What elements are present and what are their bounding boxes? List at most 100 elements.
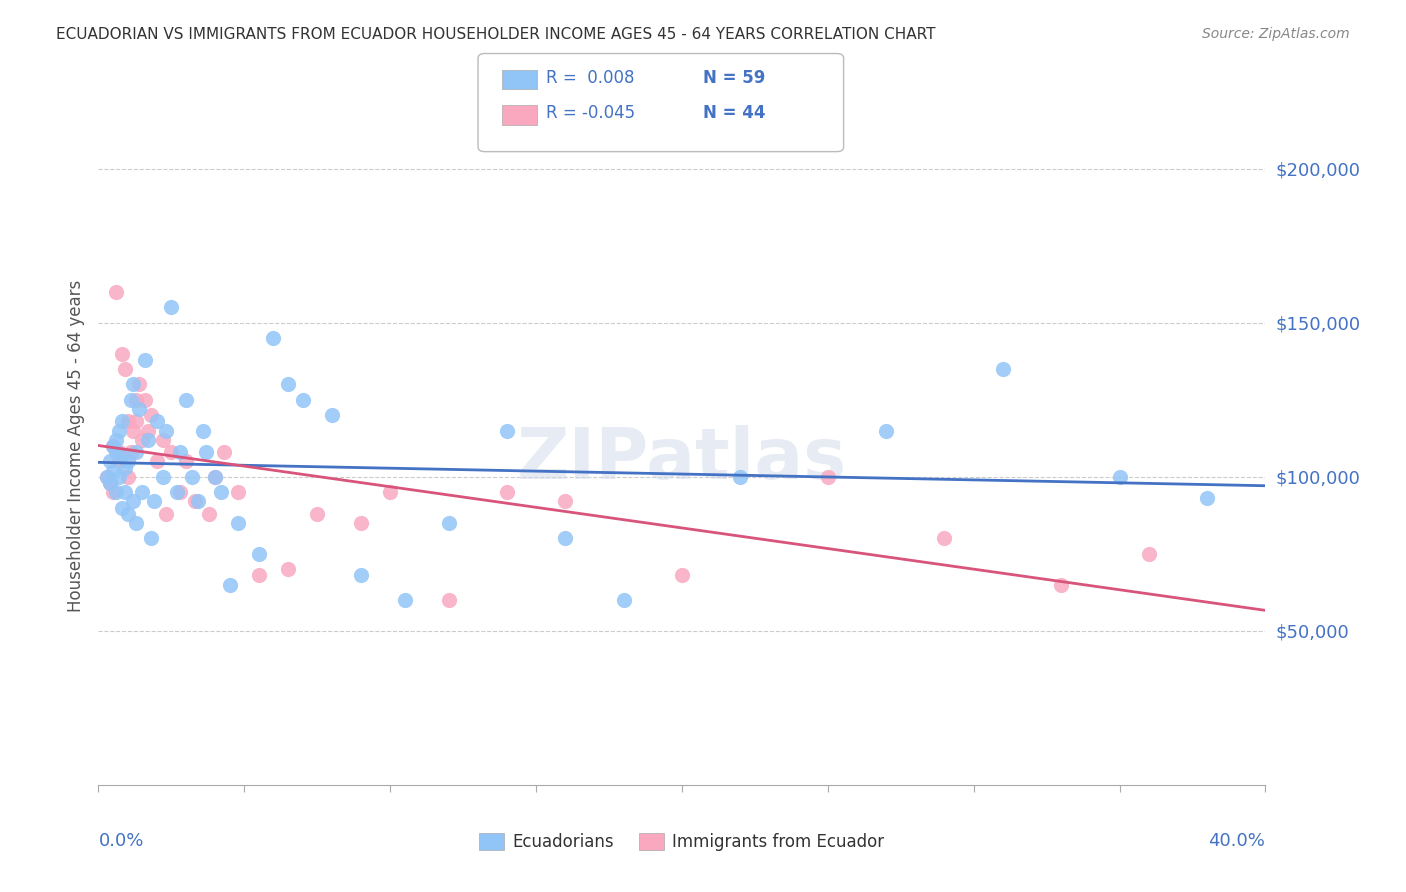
Ecuadorians xyxy=(350,568,373,582)
Text: R =  0.008: R = 0.008 xyxy=(546,69,634,87)
Immigrants from Ecuador xyxy=(131,433,153,447)
Ecuadorians xyxy=(139,532,162,546)
Ecuadorians xyxy=(247,547,270,561)
Ecuadorians xyxy=(104,433,127,447)
Immigrants from Ecuador xyxy=(125,392,148,407)
Ecuadorians xyxy=(142,494,165,508)
Ecuadorians xyxy=(128,402,150,417)
Ecuadorians xyxy=(104,445,127,459)
Ecuadorians xyxy=(111,448,134,462)
Immigrants from Ecuador xyxy=(183,494,205,508)
Immigrants from Ecuador xyxy=(554,494,576,508)
Text: 40.0%: 40.0% xyxy=(1209,832,1265,850)
Ecuadorians xyxy=(114,485,136,500)
Ecuadorians xyxy=(195,445,218,459)
Immigrants from Ecuador xyxy=(307,507,329,521)
Text: ZIPatlas: ZIPatlas xyxy=(517,425,846,494)
Ecuadorians xyxy=(166,485,188,500)
Immigrants from Ecuador xyxy=(98,475,121,490)
Ecuadorians xyxy=(108,470,131,484)
Ecuadorians xyxy=(134,352,156,367)
Ecuadorians xyxy=(160,301,183,315)
Immigrants from Ecuador xyxy=(139,408,162,422)
Immigrants from Ecuador xyxy=(437,593,460,607)
Immigrants from Ecuador xyxy=(101,485,124,500)
Immigrants from Ecuador xyxy=(277,562,299,576)
Immigrants from Ecuador xyxy=(350,516,373,530)
Immigrants from Ecuador xyxy=(496,485,519,500)
Ecuadorians xyxy=(321,408,343,422)
Ecuadorians xyxy=(98,475,121,490)
Text: 0.0%: 0.0% xyxy=(98,832,143,850)
Immigrants from Ecuador xyxy=(174,454,197,468)
Immigrants from Ecuador xyxy=(114,362,136,376)
Ecuadorians xyxy=(152,470,174,484)
Text: Source: ZipAtlas.com: Source: ZipAtlas.com xyxy=(1202,27,1350,41)
Text: R = -0.045: R = -0.045 xyxy=(546,104,634,122)
Immigrants from Ecuador xyxy=(96,470,118,484)
Immigrants from Ecuador xyxy=(1050,577,1073,591)
Immigrants from Ecuador xyxy=(108,445,131,459)
Immigrants from Ecuador xyxy=(160,445,183,459)
Ecuadorians xyxy=(101,439,124,453)
Ecuadorians xyxy=(117,454,139,468)
Immigrants from Ecuador xyxy=(120,445,142,459)
Ecuadorians xyxy=(193,424,215,438)
Ecuadorians xyxy=(155,424,177,438)
Ecuadorians xyxy=(394,593,416,607)
Immigrants from Ecuador xyxy=(380,485,402,500)
Immigrants from Ecuador xyxy=(122,424,145,438)
Ecuadorians xyxy=(108,424,131,438)
Immigrants from Ecuador xyxy=(108,454,131,468)
Ecuadorians xyxy=(169,445,191,459)
Ecuadorians xyxy=(125,516,148,530)
Immigrants from Ecuador xyxy=(671,568,693,582)
Ecuadorians xyxy=(98,454,121,468)
Immigrants from Ecuador xyxy=(128,377,150,392)
Ecuadorians xyxy=(187,494,209,508)
Immigrants from Ecuador xyxy=(934,532,956,546)
Ecuadorians xyxy=(122,377,145,392)
Ecuadorians xyxy=(1108,470,1130,484)
Immigrants from Ecuador xyxy=(117,470,139,484)
Immigrants from Ecuador xyxy=(204,470,226,484)
Ecuadorians xyxy=(180,470,202,484)
Ecuadorians xyxy=(1195,491,1218,506)
Ecuadorians xyxy=(117,507,139,521)
Immigrants from Ecuador xyxy=(134,392,156,407)
Ecuadorians xyxy=(262,331,284,345)
Immigrants from Ecuador xyxy=(111,346,134,360)
Ecuadorians xyxy=(174,392,197,407)
Immigrants from Ecuador xyxy=(1137,547,1160,561)
Ecuadorians xyxy=(104,485,127,500)
Ecuadorians xyxy=(101,464,124,478)
Ecuadorians xyxy=(111,500,134,515)
Immigrants from Ecuador xyxy=(247,568,270,582)
Immigrants from Ecuador xyxy=(198,507,221,521)
Text: ECUADORIAN VS IMMIGRANTS FROM ECUADOR HOUSEHOLDER INCOME AGES 45 - 64 YEARS CORR: ECUADORIAN VS IMMIGRANTS FROM ECUADOR HO… xyxy=(56,27,936,42)
Immigrants from Ecuador xyxy=(152,433,174,447)
Ecuadorians xyxy=(277,377,299,392)
Ecuadorians xyxy=(209,485,232,500)
Ecuadorians xyxy=(125,445,148,459)
Ecuadorians xyxy=(114,460,136,475)
Immigrants from Ecuador xyxy=(817,470,839,484)
Immigrants from Ecuador xyxy=(136,424,159,438)
Y-axis label: Householder Income Ages 45 - 64 years: Householder Income Ages 45 - 64 years xyxy=(66,280,84,612)
Ecuadorians xyxy=(875,424,897,438)
Ecuadorians xyxy=(96,470,118,484)
Immigrants from Ecuador xyxy=(117,414,139,428)
Immigrants from Ecuador xyxy=(146,454,169,468)
Ecuadorians xyxy=(131,485,153,500)
Ecuadorians xyxy=(218,577,240,591)
Immigrants from Ecuador xyxy=(155,507,177,521)
Ecuadorians xyxy=(146,414,169,428)
Immigrants from Ecuador xyxy=(228,485,250,500)
Ecuadorians xyxy=(730,470,752,484)
Ecuadorians xyxy=(136,433,159,447)
Ecuadorians xyxy=(204,470,226,484)
Text: N = 44: N = 44 xyxy=(703,104,765,122)
Text: N = 59: N = 59 xyxy=(703,69,765,87)
Ecuadorians xyxy=(496,424,519,438)
Ecuadorians xyxy=(228,516,250,530)
